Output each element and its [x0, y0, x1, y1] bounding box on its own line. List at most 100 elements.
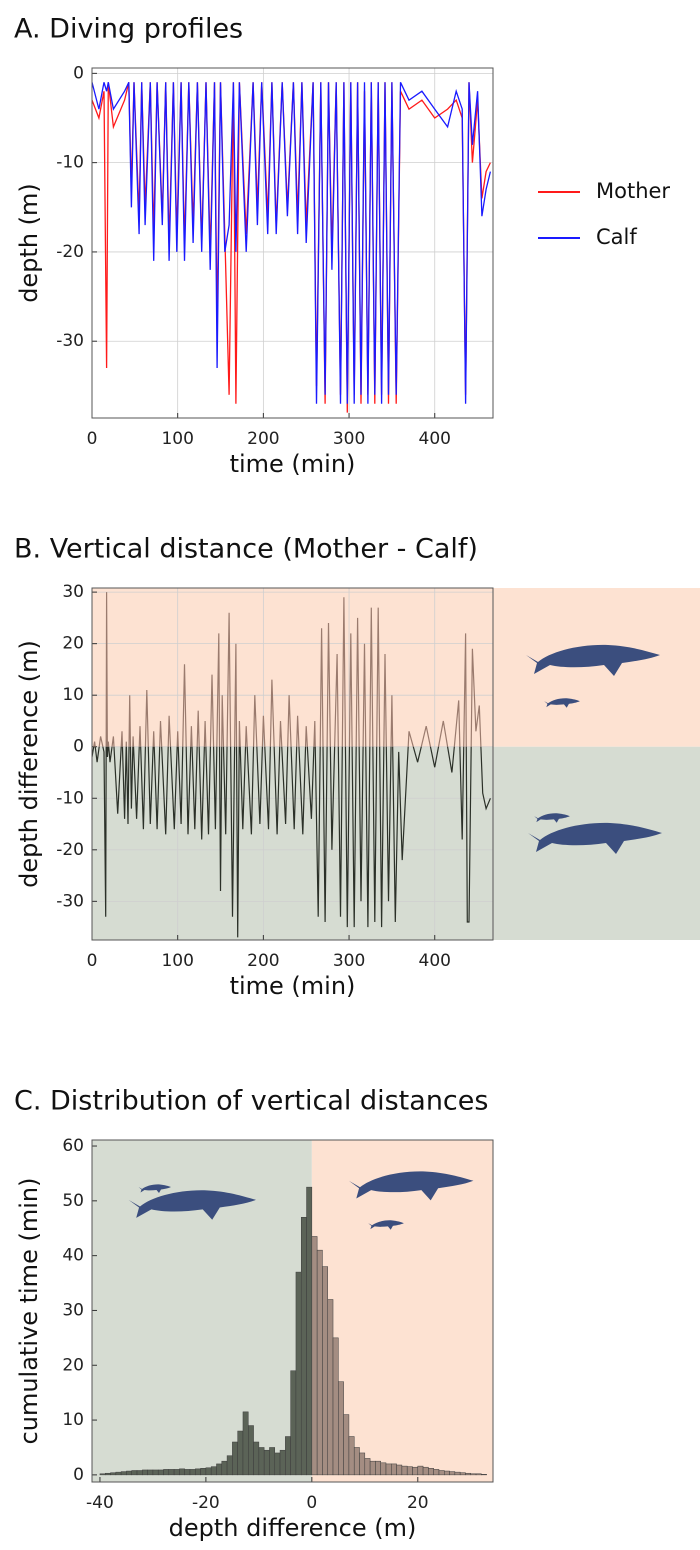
x-tick-label: 300: [333, 429, 365, 449]
histogram-bar: [348, 1436, 355, 1476]
x-tick-label: 200: [247, 429, 279, 449]
plot-bg: [92, 68, 493, 418]
histogram-bar: [120, 1471, 127, 1476]
histogram-bar: [189, 1469, 196, 1476]
histogram-bar: [375, 1460, 381, 1476]
histogram-bar: [163, 1469, 170, 1476]
line-series: [92, 82, 492, 404]
histogram-bar: [274, 1452, 281, 1476]
histogram-bar: [401, 1465, 408, 1476]
y-tick-label: -10: [56, 153, 84, 173]
histogram-bar: [216, 1463, 223, 1476]
y-tick-label: 60: [62, 1136, 84, 1156]
y-tick-label: 0: [73, 737, 84, 757]
histogram-bar: [327, 1299, 334, 1476]
histogram-bar: [454, 1471, 461, 1476]
histogram-bar: [142, 1469, 148, 1476]
x-tick-label: 400: [419, 429, 451, 449]
histogram-bar: [481, 1474, 487, 1476]
y-tick-label: -30: [56, 891, 84, 911]
legend-label: Mother: [596, 179, 670, 203]
histogram-bar: [295, 1271, 302, 1476]
backgrounds: [92, 68, 700, 1482]
y-axis-label: depth (m): [15, 183, 43, 303]
histogram-bar: [449, 1471, 456, 1476]
y-tick-label: 20: [62, 1355, 84, 1375]
histogram-bar: [131, 1470, 138, 1476]
histogram-bar: [253, 1441, 260, 1476]
histogram-bar: [136, 1470, 143, 1476]
histogram-bar: [300, 1217, 307, 1476]
x-tick-label: 100: [161, 951, 193, 971]
x-tick-label: 20: [407, 1493, 429, 1513]
y-tick-label: -30: [56, 331, 84, 351]
histogram-bar: [343, 1414, 350, 1476]
histogram-bar: [359, 1452, 366, 1476]
y-tick-label: -10: [56, 788, 84, 808]
x-tick-label: 200: [247, 951, 279, 971]
legend-label: Calf: [596, 225, 637, 249]
x-axis-label: time (min): [230, 450, 356, 478]
histogram-bar: [258, 1447, 265, 1476]
histogram-bar: [338, 1381, 344, 1476]
histogram-bar: [459, 1472, 466, 1476]
histogram-bar: [126, 1470, 132, 1476]
histogram-bar: [237, 1430, 244, 1476]
histogram-bar: [306, 1186, 313, 1476]
histogram-bar: [475, 1473, 482, 1476]
x-tick-label: 0: [306, 1493, 317, 1513]
histogram-bar: [210, 1466, 217, 1476]
histogram-bar: [396, 1464, 403, 1476]
histogram-bar: [205, 1467, 212, 1476]
histogram-bar: [221, 1460, 228, 1476]
histogram-bar: [152, 1469, 159, 1476]
histogram-bar: [115, 1471, 122, 1476]
histogram-bar: [184, 1469, 191, 1476]
y-tick-label: 0: [73, 1465, 84, 1485]
histogram-bar: [353, 1447, 360, 1476]
histogram-bar: [285, 1436, 291, 1476]
histogram-bar: [385, 1463, 392, 1476]
y-tick-label: 40: [62, 1246, 84, 1266]
histogram-bar: [99, 1473, 106, 1476]
histogram-bar: [316, 1249, 323, 1476]
histogram-bar: [422, 1466, 429, 1476]
histogram-bar: [406, 1466, 413, 1476]
histogram-bar: [322, 1266, 328, 1476]
panel: C. Distribution of vertical distances dep…: [14, 1086, 494, 1542]
chart-title: B. Vertical distance (Mother - Calf): [14, 534, 478, 565]
histogram-bar: [226, 1455, 233, 1476]
histogram-bar: [412, 1466, 419, 1476]
y-tick-label: -20: [56, 840, 84, 860]
y-tick-label: 30: [62, 582, 84, 602]
histogram-bar: [168, 1469, 175, 1476]
histogram-bar: [332, 1337, 339, 1476]
y-axis-label: cumulative time (min): [15, 1178, 43, 1445]
histogram-bar: [232, 1441, 238, 1476]
histogram-bar: [444, 1470, 450, 1476]
y-tick-label: 10: [62, 1410, 84, 1430]
histogram-bar: [248, 1425, 254, 1476]
histogram-bar: [311, 1236, 318, 1476]
x-axis-label: depth difference (m): [169, 1514, 417, 1542]
y-tick-label: -20: [56, 242, 84, 262]
histogram-bar: [380, 1462, 387, 1476]
histogram-bar: [364, 1458, 371, 1476]
histogram-bar: [263, 1449, 270, 1476]
histogram-bar: [465, 1472, 472, 1476]
difference-line-negative: [92, 746, 491, 938]
y-tick-label: 50: [62, 1191, 84, 1211]
chart-title: C. Distribution of vertical distances: [14, 1086, 488, 1117]
y-tick-label: 20: [62, 634, 84, 654]
histogram-bar: [157, 1469, 164, 1476]
histogram-bar: [179, 1468, 185, 1476]
x-tick-label: 400: [419, 951, 451, 971]
histogram-bar: [242, 1411, 249, 1476]
histogram-bar: [173, 1469, 180, 1476]
panel: B. Vertical distance (Mother - Calf) time…: [14, 534, 494, 1000]
histogram-bar: [290, 1370, 297, 1476]
x-axis-label: time (min): [230, 972, 356, 1000]
histogram-bar: [433, 1469, 440, 1476]
x-tick-label: 100: [161, 429, 193, 449]
